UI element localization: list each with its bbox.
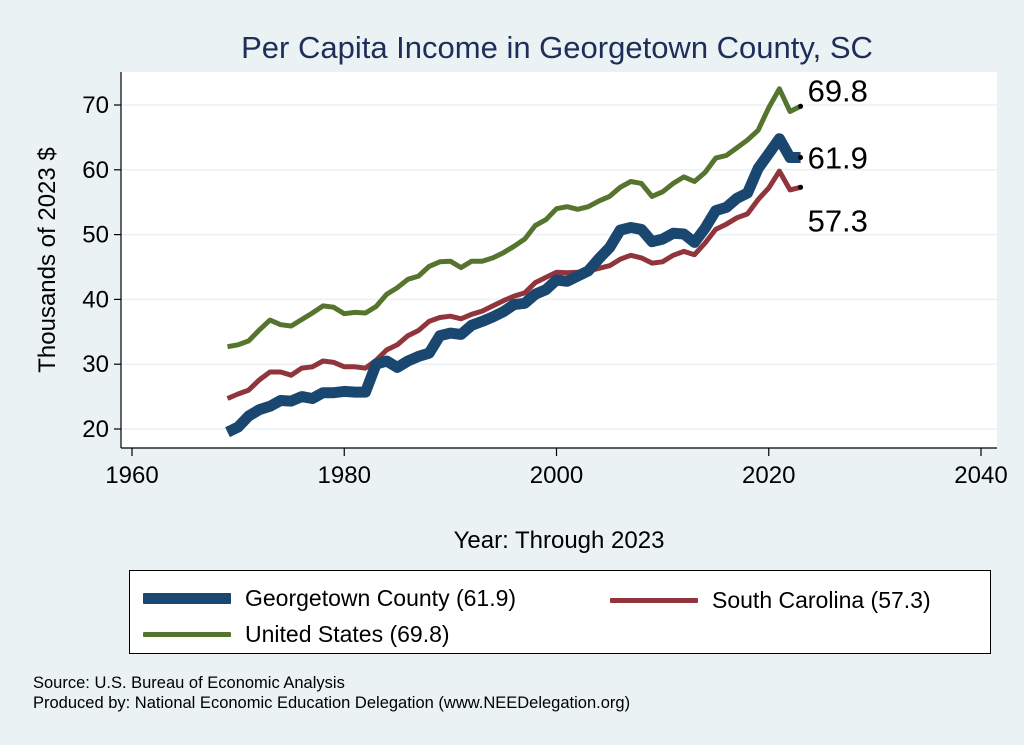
x-tick-label: 1980 bbox=[318, 462, 371, 489]
legend-label-georgetown: Georgetown County (61.9) bbox=[245, 585, 517, 611]
x-tick-label: 1960 bbox=[105, 462, 158, 489]
source-line: Source: U.S. Bureau of Economic Analysis bbox=[33, 674, 345, 692]
y-tick-label: 40 bbox=[82, 286, 109, 313]
legend-item-united-states: United States (69.8) bbox=[143, 621, 450, 648]
legend-item-georgetown: Georgetown County (61.9) bbox=[143, 585, 516, 612]
legend-label-united-states: United States (69.8) bbox=[245, 621, 450, 647]
x-tick-label: 2020 bbox=[742, 462, 795, 489]
series-georgetown-line bbox=[225, 133, 801, 438]
y-tick-label: 20 bbox=[82, 416, 109, 443]
y-axis-title: Thousands of 2023 $ bbox=[34, 147, 61, 373]
legend-swatch-united-states bbox=[143, 632, 231, 637]
y-tick-label: 70 bbox=[82, 92, 109, 119]
end-label-georgetown: 61.9 bbox=[808, 140, 868, 175]
legend-item-south-carolina: South Carolina (57.3) bbox=[610, 587, 931, 614]
series-layer bbox=[225, 86, 802, 438]
end-label-united-states: 69.8 bbox=[808, 73, 868, 108]
axes: 20 30 40 50 60 70 1960 1980 2000 2020 2040 bbox=[82, 72, 1008, 489]
series-south-carolina-line bbox=[226, 168, 802, 401]
legend-label-south-carolina: South Carolina (57.3) bbox=[712, 587, 931, 613]
y-tick-label: 30 bbox=[82, 351, 109, 378]
end-marker bbox=[798, 103, 804, 109]
end-marker bbox=[798, 154, 804, 160]
chart-title: Per Capita Income in Georgetown County, … bbox=[241, 30, 873, 65]
source-note: Source: U.S. Bureau of Economic Analysis… bbox=[33, 673, 630, 713]
end-labels: 61.9 57.3 69.8 bbox=[798, 73, 868, 238]
grid-lines bbox=[121, 104, 997, 430]
x-axis-title: Year: Through 2023 bbox=[454, 527, 665, 554]
plot-area bbox=[121, 72, 997, 448]
x-tick-label: 2040 bbox=[954, 462, 1007, 489]
end-marker bbox=[798, 184, 804, 190]
producer-line: Produced by: National Economic Education… bbox=[33, 694, 631, 712]
y-tick-label: 50 bbox=[82, 222, 109, 249]
legend: Georgetown County (61.9) South Carolina … bbox=[129, 570, 991, 654]
legend-swatch-georgetown bbox=[143, 593, 231, 604]
series-united-states-line bbox=[227, 86, 802, 350]
legend-swatch-south-carolina bbox=[610, 598, 698, 603]
x-tick-label: 2000 bbox=[530, 462, 583, 489]
end-label-south-carolina: 57.3 bbox=[808, 203, 868, 238]
y-tick-label: 60 bbox=[82, 157, 109, 184]
